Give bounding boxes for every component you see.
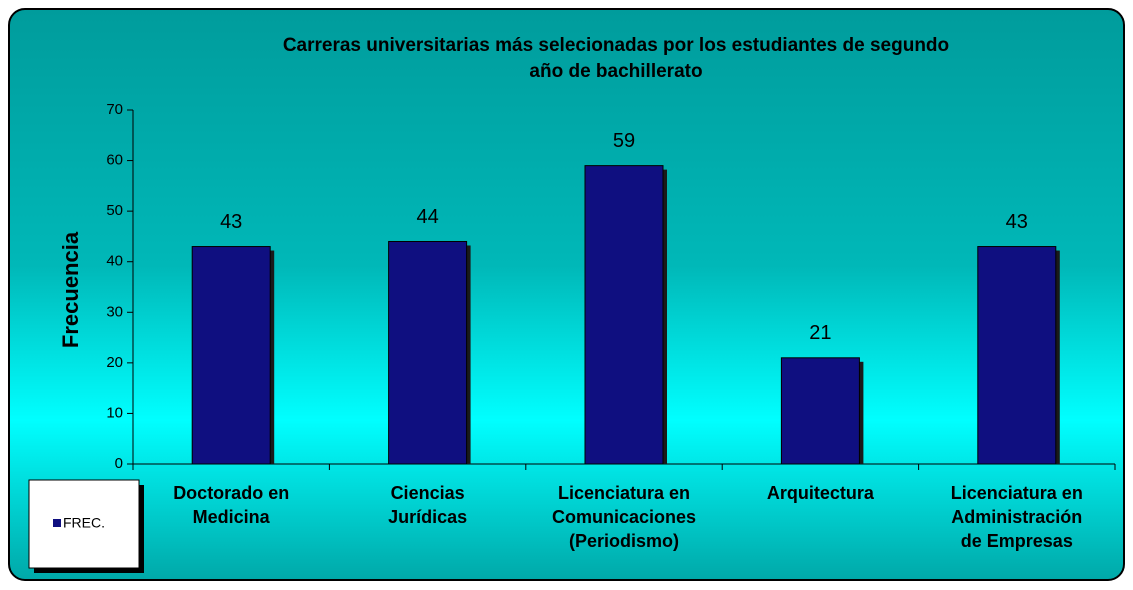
y-tick-label: 50 xyxy=(106,202,123,219)
bar xyxy=(584,165,664,465)
y-tick-label: 70 xyxy=(106,101,123,118)
x-tick-label: Arquitectura xyxy=(767,483,875,503)
value-label: 43 xyxy=(220,211,242,233)
legend-swatch xyxy=(53,519,61,527)
y-tick-label: 0 xyxy=(115,455,123,472)
x-tick-label: Doctorado en Medicina xyxy=(173,483,289,527)
legend xyxy=(28,479,140,569)
y-tick-label: 30 xyxy=(106,303,123,320)
value-label: 44 xyxy=(416,206,438,228)
bar xyxy=(388,240,468,465)
bar xyxy=(780,357,860,465)
bar xyxy=(191,246,271,465)
y-tick-label: 20 xyxy=(106,354,123,371)
value-label: 59 xyxy=(613,130,635,152)
value-label: 43 xyxy=(1006,211,1028,233)
y-axis-label: Frecuencia xyxy=(58,231,83,348)
x-tick-label: Ciencias Jurídicas xyxy=(388,483,467,527)
x-tick-label: Licenciatura en Administración de Empresas xyxy=(951,483,1083,551)
x-tick-label: Licenciatura en Comunicaciones (Periodismo… xyxy=(552,483,696,551)
bar xyxy=(977,246,1057,465)
legend-label: FREC. xyxy=(63,515,105,531)
chart-title: Carreras universitarias más selecionadas… xyxy=(283,35,949,82)
y-tick-label: 10 xyxy=(106,404,123,421)
value-label: 21 xyxy=(809,322,831,344)
y-tick-label: 60 xyxy=(106,152,123,169)
y-tick-label: 40 xyxy=(106,253,123,270)
